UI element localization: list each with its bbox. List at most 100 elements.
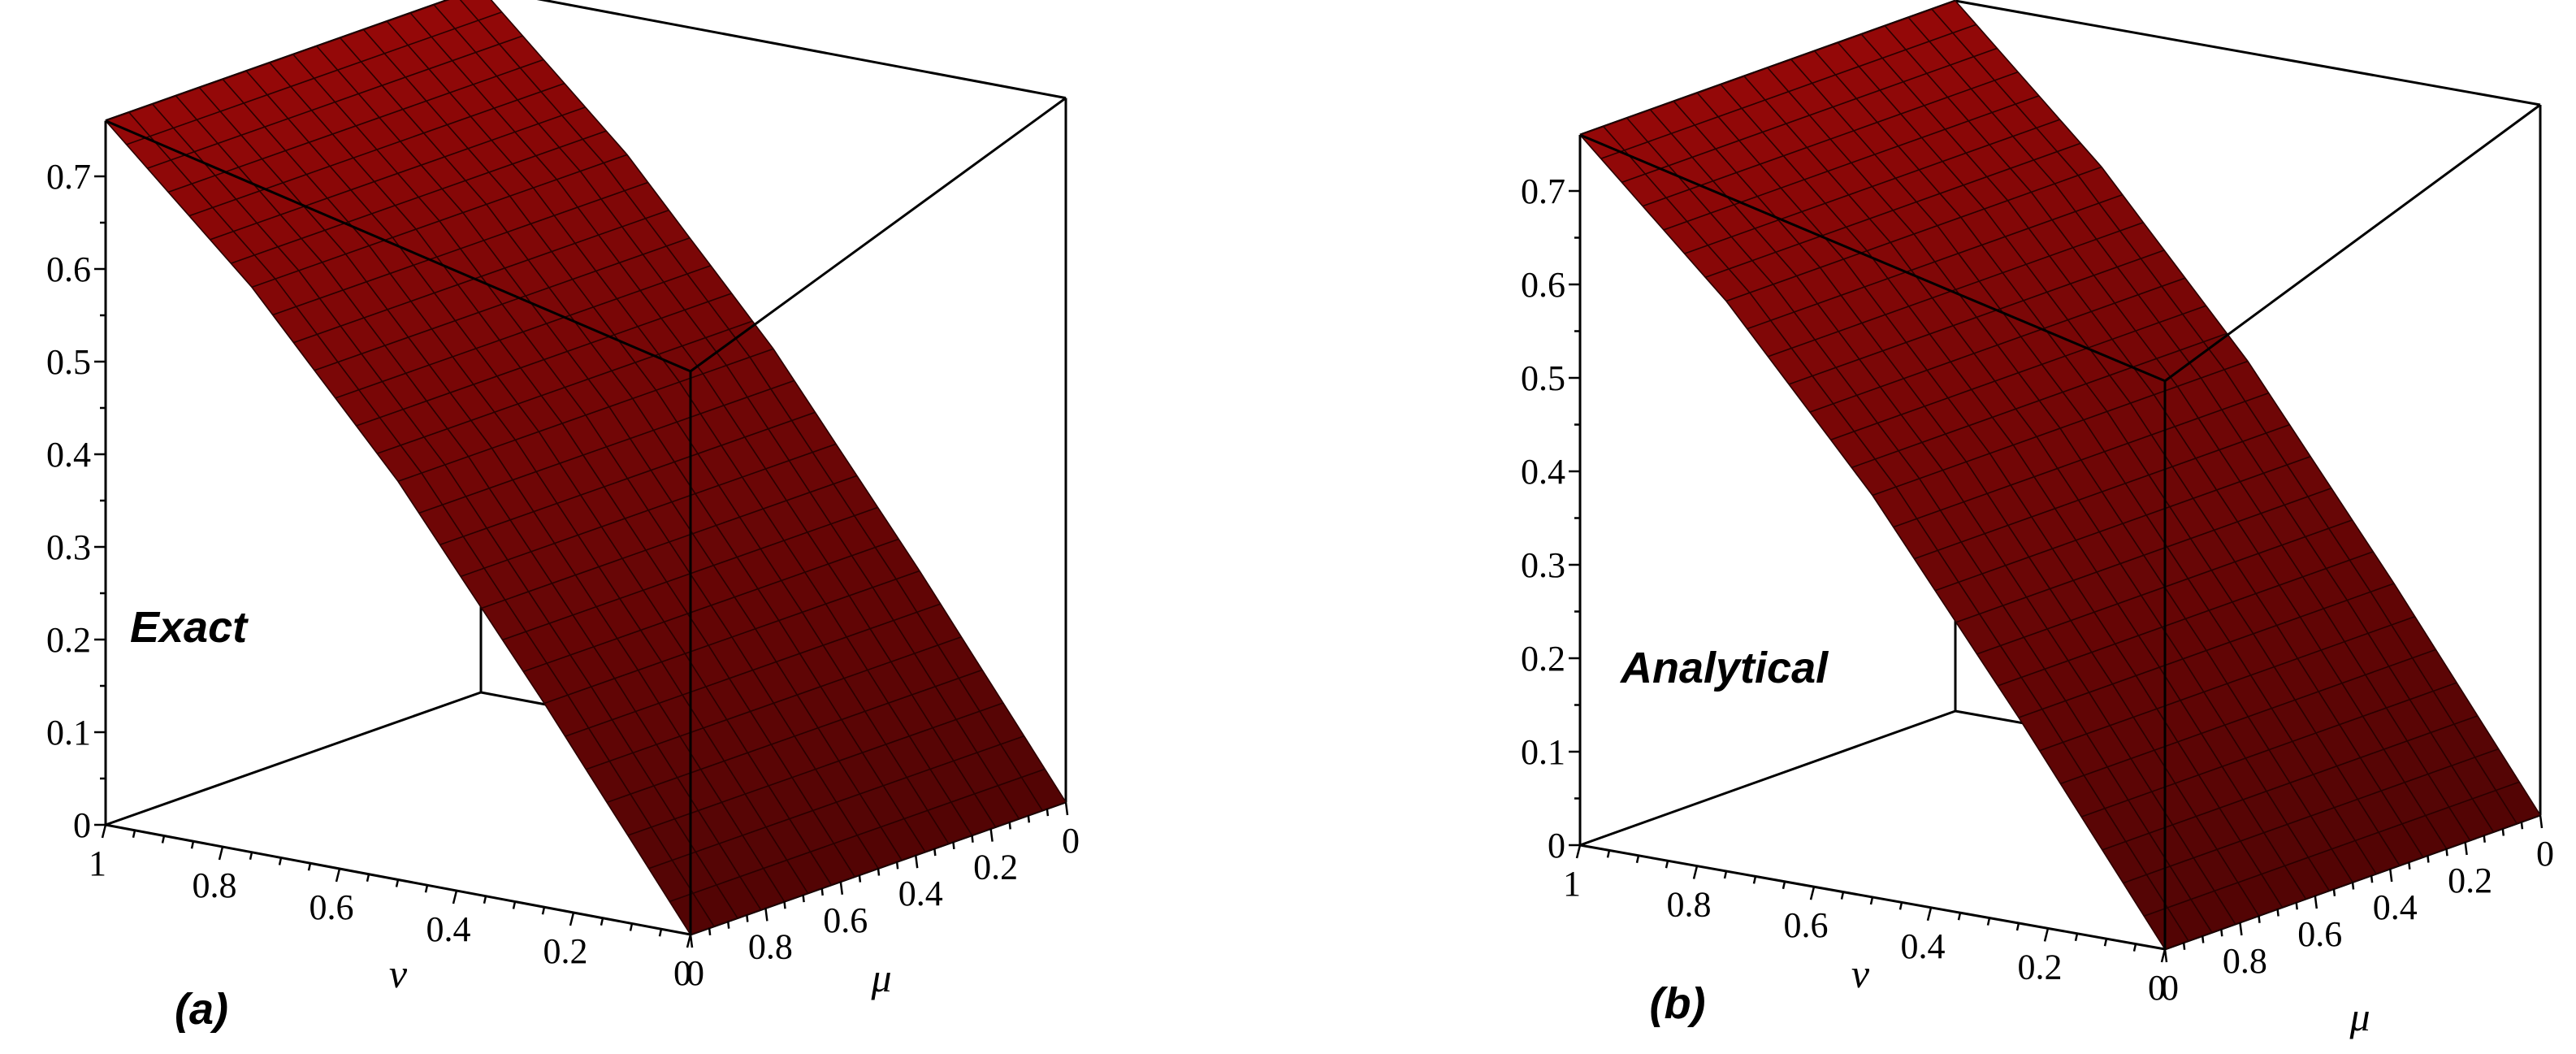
mu-tick-label: 0.4: [2373, 887, 2418, 927]
mu-tick-label: 0: [1062, 821, 1080, 861]
mu-tick-label: 0: [2161, 968, 2179, 1008]
mu-minor-tick: [1027, 815, 1031, 823]
surface-grid-line: [1603, 126, 2189, 942]
mu-tick-label: 0: [2536, 834, 2554, 874]
mu-tick: [2314, 895, 2318, 909]
z-tick-label: 0.1: [1521, 732, 1565, 772]
panel-a: 00.10.20.30.40.50.60.710.80.60.40.2000.8…: [46, 0, 1080, 1034]
tick-marks: [1569, 189, 2544, 963]
mu-tick: [914, 855, 919, 869]
nu-tick: [335, 868, 341, 883]
mu-tick-label: 0.6: [2297, 914, 2342, 954]
nu-tick: [1692, 865, 1699, 879]
nu-axis-label: ν: [1851, 951, 1870, 996]
nu-minor-tick: [1898, 902, 1903, 910]
frame-edge: [105, 119, 691, 373]
nu-minor-tick: [1957, 912, 1962, 921]
nu-tick-label: 0: [2148, 968, 2166, 1008]
nu-minor-tick: [600, 917, 604, 926]
mu-minor-tick: [1046, 809, 1050, 817]
nu-tick: [101, 824, 107, 839]
method-label: Analytical: [1619, 644, 1829, 692]
surface-grid-line: [1649, 109, 2236, 925]
nu-minor-tick: [190, 840, 195, 849]
nu-tick-label: 0.8: [1667, 885, 1712, 925]
surface-grid-line: [245, 70, 832, 886]
nu-minor-tick: [1723, 870, 1728, 879]
surface-grid-line: [1931, 8, 2518, 824]
mu-minor-tick: [2220, 929, 2223, 937]
surface-grid-line: [386, 20, 973, 836]
nu-tick-label: 0.4: [1901, 926, 1946, 966]
surface-grid-line: [1579, 134, 2166, 950]
surface-grid-line: [1955, 0, 2541, 816]
nu-minor-tick: [2074, 933, 2079, 942]
nu-minor-tick: [629, 923, 634, 931]
z-tick-label: 0: [73, 805, 91, 845]
frame-edge: [690, 97, 1067, 373]
frame-edge: [536, 0, 1067, 100]
nu-tick: [569, 912, 575, 926]
surface-grid-line: [459, 0, 1043, 811]
z-tick-label: 0.7: [46, 157, 91, 197]
mu-tick-label: 0.4: [898, 874, 943, 913]
z-tick-label: 0.6: [1521, 265, 1565, 305]
mu-minor-tick: [802, 894, 805, 903]
nu-minor-tick: [132, 830, 136, 839]
mu-tick: [1064, 801, 1069, 816]
surface-grid-line: [105, 120, 691, 935]
frame-edge: [1579, 709, 1956, 847]
tick-labels: 00.10.20.30.40.50.60.710.80.60.40.2000.8…: [46, 157, 1080, 993]
surface-grid-line: [1720, 84, 2306, 900]
nu-tick-label: 0.6: [1784, 905, 1829, 945]
nu-minor-tick: [1752, 876, 1757, 884]
surface-grid-line: [1673, 101, 2260, 917]
mu-minor-tick: [726, 921, 730, 929]
frame-edge: [1579, 133, 2166, 383]
z-tick-label: 0.5: [1521, 358, 1565, 398]
z-tick-label: 0.1: [46, 713, 91, 753]
mu-tick: [2464, 841, 2468, 856]
nu-minor-tick: [1665, 860, 1669, 869]
nu-minor-tick: [1635, 855, 1640, 864]
surface-plot: [105, 0, 1067, 935]
mu-minor-tick: [2201, 935, 2205, 943]
surface-grid-line: [1743, 76, 2330, 891]
nu-minor-tick: [1840, 891, 1845, 900]
panel-b: 00.10.20.30.40.50.60.710.80.60.40.2000.8…: [1521, 0, 2554, 1039]
nu-tick-label: 0.8: [193, 865, 237, 905]
mu-minor-tick: [2258, 915, 2261, 923]
surface-grid-line: [1860, 33, 2448, 849]
nu-minor-tick: [2015, 922, 2020, 931]
panel-caption: (b): [1650, 979, 1706, 1028]
mu-minor-tick: [877, 868, 881, 876]
surface-grid-line: [1814, 50, 2401, 866]
surface-grid-line: [128, 111, 715, 927]
nu-tick-label: 0.2: [543, 931, 588, 971]
mu-tick-label: 0.2: [973, 848, 1018, 887]
method-label: Exact: [130, 603, 249, 652]
mu-minor-tick: [2445, 848, 2448, 857]
z-tick-label: 0.3: [1521, 545, 1565, 585]
frame-edge: [1955, 0, 2541, 106]
mu-tick-label: 0: [686, 953, 704, 993]
nu-axis-label: ν: [389, 951, 408, 996]
surface-grid-line: [292, 54, 879, 869]
nu-minor-tick: [658, 928, 663, 937]
surface-grid-line: [1837, 42, 2424, 858]
frame-edge: [105, 691, 482, 826]
front-frame: [1579, 103, 2541, 949]
mu-axis-label: μ: [2349, 994, 2370, 1039]
z-tick-label: 0.4: [46, 435, 91, 475]
surface-grid-line: [152, 103, 738, 919]
mu-axis-label: μ: [870, 955, 891, 1000]
nu-tick: [452, 890, 458, 904]
panel-caption: (a): [175, 985, 228, 1034]
surface-grid-line: [433, 4, 1020, 819]
surface-grid-line: [1767, 67, 2353, 883]
nu-minor-tick: [1606, 850, 1611, 858]
mu-minor-tick: [1008, 822, 1011, 830]
mu-minor-tick: [895, 861, 899, 870]
surface-grid-line: [1696, 92, 2284, 908]
nu-tick-label: 0.2: [2018, 947, 2063, 987]
